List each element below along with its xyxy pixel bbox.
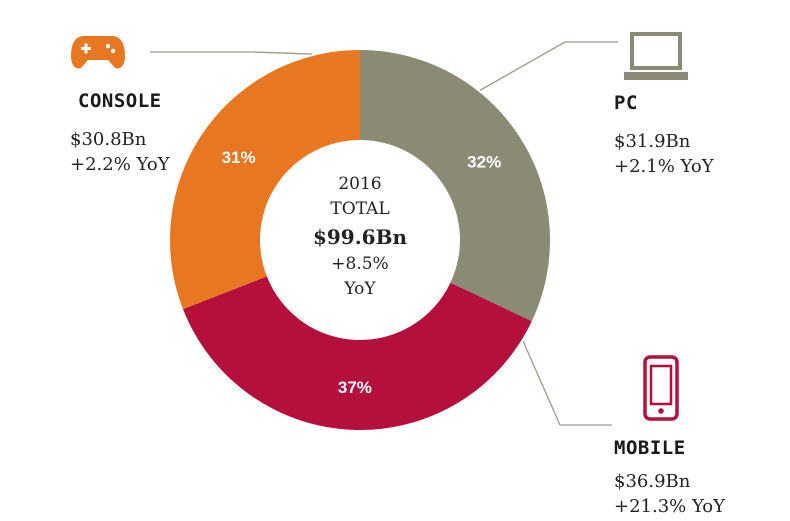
pc-yoy: +2.1% YoY [614,156,714,177]
percent-label-console: 31% [222,148,256,167]
slice-mobile [183,276,532,430]
console-label: CONSOLE [78,90,162,112]
slice-pc [360,50,550,322]
smartphone-icon [643,355,679,421]
leader-pc [479,41,618,91]
percent-label-mobile: 37% [338,378,372,397]
mobile-label: MOBILE [614,437,686,459]
center-year: 2016 [338,174,382,194]
pc-amount: $31.9Bn [614,131,691,152]
mobile-amount: $36.9Bn [614,471,691,492]
gamepad-icon [71,36,125,69]
center-yoy: YoY [344,279,376,299]
mobile-yoy: +21.3% YoY [614,496,726,517]
center-growth: +8.5% [331,254,389,274]
laptop-icon [624,32,688,80]
leader-mobile [522,340,612,426]
pc-label: PC [614,92,638,114]
donut-center-total: 2016 TOTAL $99.6Bn +8.5% YoY [290,172,430,302]
console-amount: $30.8Bn [70,129,147,150]
slice-console [169,50,360,310]
percent-label-pc: 32% [467,152,501,171]
leader-console [150,51,313,55]
console-yoy: +2.2% YoY [70,154,170,175]
center-total-label: TOTAL [330,199,390,219]
center-total-value: $99.6Bn [312,225,408,249]
